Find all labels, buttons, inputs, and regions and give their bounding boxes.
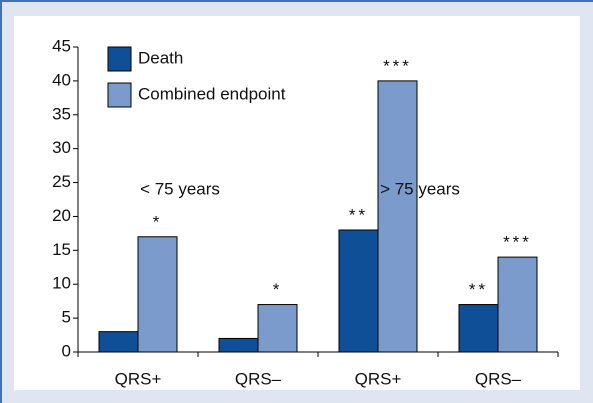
group-label: > 75 years: [380, 179, 460, 198]
legend-swatch: [107, 46, 132, 72]
bar: [98, 331, 139, 353]
group-label: < 75 years: [140, 179, 220, 198]
bar: [257, 304, 298, 353]
x-tick-label: QRS–: [235, 369, 282, 388]
legend-label: Death: [138, 48, 183, 67]
y-tick-label: 40: [52, 70, 71, 89]
x-tick-label: QRS+: [355, 369, 402, 388]
x-tick-label: QRS+: [115, 369, 162, 388]
significance-label: **: [349, 205, 368, 224]
y-tick-label: 5: [62, 308, 71, 327]
bar: [137, 236, 178, 353]
bar: [497, 256, 538, 353]
y-tick-label: 0: [62, 341, 71, 360]
bar: [218, 337, 259, 353]
bar: [377, 80, 418, 353]
significance-label: **: [469, 280, 488, 299]
y-tick-label: 30: [52, 138, 71, 157]
y-tick-label: 25: [52, 172, 71, 191]
legend-swatch: [107, 82, 132, 108]
y-tick-label: 15: [52, 240, 71, 259]
y-tick-label: 35: [52, 104, 71, 123]
bar: [458, 304, 499, 353]
y-tick-label: 45: [52, 36, 71, 55]
significance-label: ***: [383, 56, 412, 75]
legend-label: Combined endpoint: [138, 84, 286, 103]
bar: [338, 229, 379, 353]
significance-label: *: [153, 212, 163, 231]
y-tick-label: 10: [52, 274, 71, 293]
significance-label: *: [273, 280, 283, 299]
x-tick-label: QRS–: [475, 369, 522, 388]
y-tick-label: 20: [52, 206, 71, 225]
significance-label: ***: [503, 233, 532, 252]
